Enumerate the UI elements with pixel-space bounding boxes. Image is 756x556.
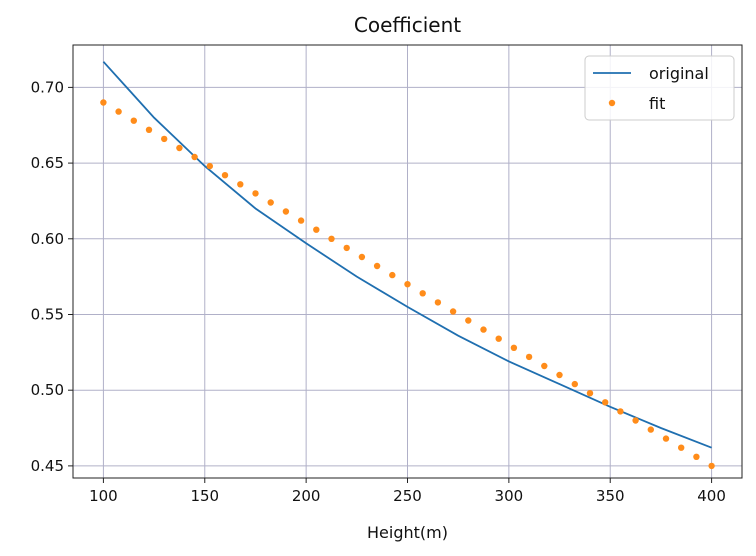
series-point-fit	[525, 353, 533, 361]
series-point-fit	[510, 344, 518, 351]
series-point-fit	[693, 453, 700, 460]
series-point-fit	[267, 199, 274, 206]
x-tick-label: 150	[190, 487, 219, 505]
series-point-fit	[404, 281, 411, 288]
series-point-fit	[465, 317, 472, 324]
series-point-fit	[252, 190, 259, 197]
series-point-fit	[176, 144, 183, 152]
series-point-fit	[419, 290, 426, 297]
y-tick-label: 0.60	[31, 230, 64, 248]
series-point-fit	[221, 172, 229, 179]
grid	[73, 45, 742, 478]
series-point-fit	[602, 399, 609, 406]
series-point-fit	[297, 217, 305, 224]
y-tick-label: 0.50	[31, 381, 64, 399]
series-point-fit	[343, 244, 350, 252]
x-tick-label: 250	[393, 487, 422, 505]
legend-label-original: original	[649, 64, 709, 83]
series-point-fit	[313, 226, 320, 233]
series-point-fit	[328, 235, 335, 242]
series-point-fit	[100, 99, 107, 106]
legend: original fit	[584, 55, 735, 121]
chart-title: Coefficient	[354, 13, 461, 37]
series-point-fit	[678, 444, 685, 451]
series-point-fit	[434, 299, 442, 306]
series-point-fit	[541, 362, 548, 370]
series-point-fit	[632, 417, 639, 424]
series-point-fit	[145, 126, 153, 133]
plot-series	[100, 61, 715, 470]
series-point-fit	[130, 117, 137, 124]
series-point-fit	[617, 408, 624, 415]
x-tick-label: 100	[89, 487, 118, 505]
series-point-fit	[237, 181, 244, 188]
series-point-fit	[571, 380, 578, 388]
series-point-fit	[161, 135, 168, 143]
series-point-fit	[206, 162, 213, 170]
series-point-fit	[647, 426, 654, 433]
series-point-fit	[449, 308, 457, 315]
y-tick-label: 0.55	[31, 305, 64, 323]
series-point-fit	[358, 253, 366, 261]
series-point-fit	[480, 326, 487, 333]
x-tick-label: 400	[697, 487, 726, 505]
x-tick-label: 300	[495, 487, 524, 505]
series-point-fit	[389, 271, 396, 279]
series-point-fit	[556, 371, 563, 379]
legend-box	[584, 55, 735, 121]
legend-label-fit: fit	[649, 94, 665, 113]
series-point-fit	[282, 208, 290, 215]
series-line-original	[102, 61, 712, 449]
y-tick-label: 0.70	[31, 78, 64, 96]
series-point-fit	[191, 153, 198, 161]
series-point-fit	[373, 262, 381, 270]
x-axis-label: Height(m)	[367, 523, 448, 542]
series-point-fit	[662, 435, 670, 442]
axis-ticks: 100 150 200 250 300 350 400 0.45 0.50 0.55 0.60 0.6…	[31, 78, 726, 505]
series-point-fit	[708, 462, 715, 470]
series-point-fit	[495, 335, 502, 342]
series-point-fit	[586, 390, 594, 397]
y-tick-label: 0.65	[31, 154, 64, 172]
series-point-fit	[115, 108, 122, 115]
y-tick-label: 0.45	[31, 457, 64, 475]
x-tick-label: 350	[596, 487, 625, 505]
x-tick-label: 200	[292, 487, 321, 505]
legend-marker-fit	[608, 99, 616, 107]
